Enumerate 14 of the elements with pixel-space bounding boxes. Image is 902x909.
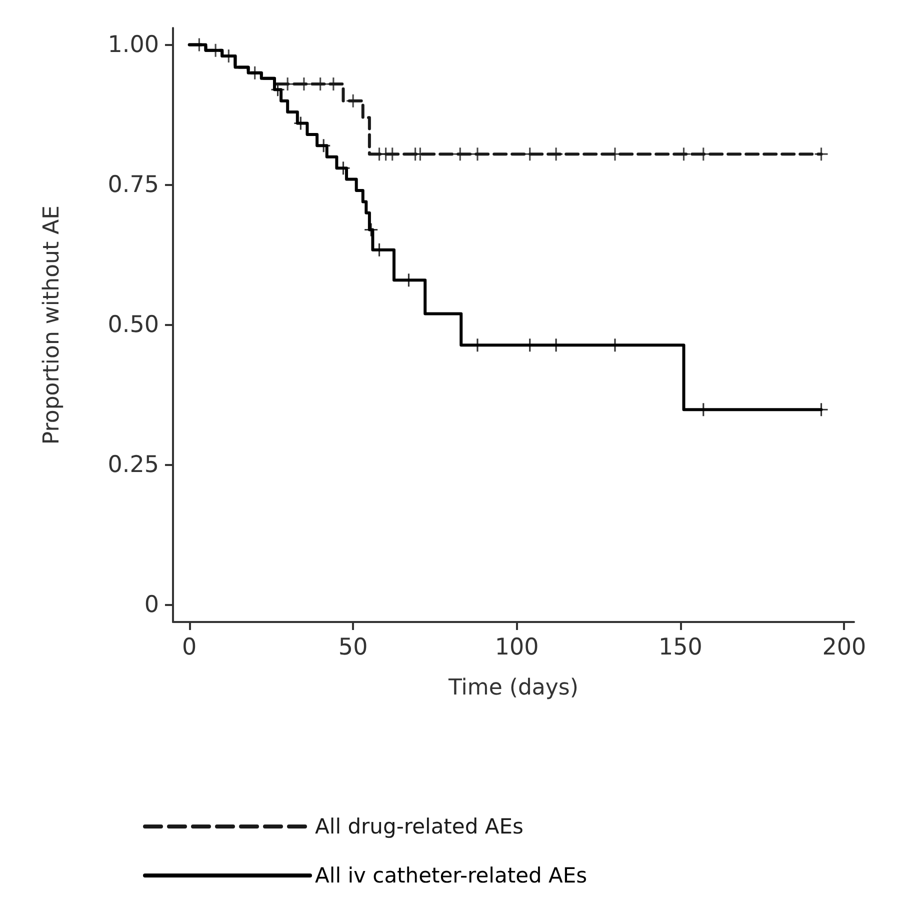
y-tick-label: 0: [144, 592, 159, 618]
y-tick-label: 1.00: [108, 32, 159, 58]
y-axis-title: Proportion without AE: [40, 205, 64, 445]
text: All drug-related AEs: [315, 814, 524, 838]
y-tick-label: 0.50: [108, 312, 159, 338]
x-tick-label: 50: [338, 634, 368, 660]
y-tick-label: 0.25: [108, 452, 159, 478]
x-tick-label: 0: [182, 634, 197, 660]
y-tick-label: 0.75: [108, 172, 159, 198]
x-tick-label: 100: [494, 634, 539, 660]
text: All iv catheter-related AEs: [315, 864, 588, 888]
x-tick-label: 150: [658, 634, 702, 660]
x-tick-label: 200: [822, 634, 866, 660]
x-axis-title: Time (days): [448, 676, 578, 700]
